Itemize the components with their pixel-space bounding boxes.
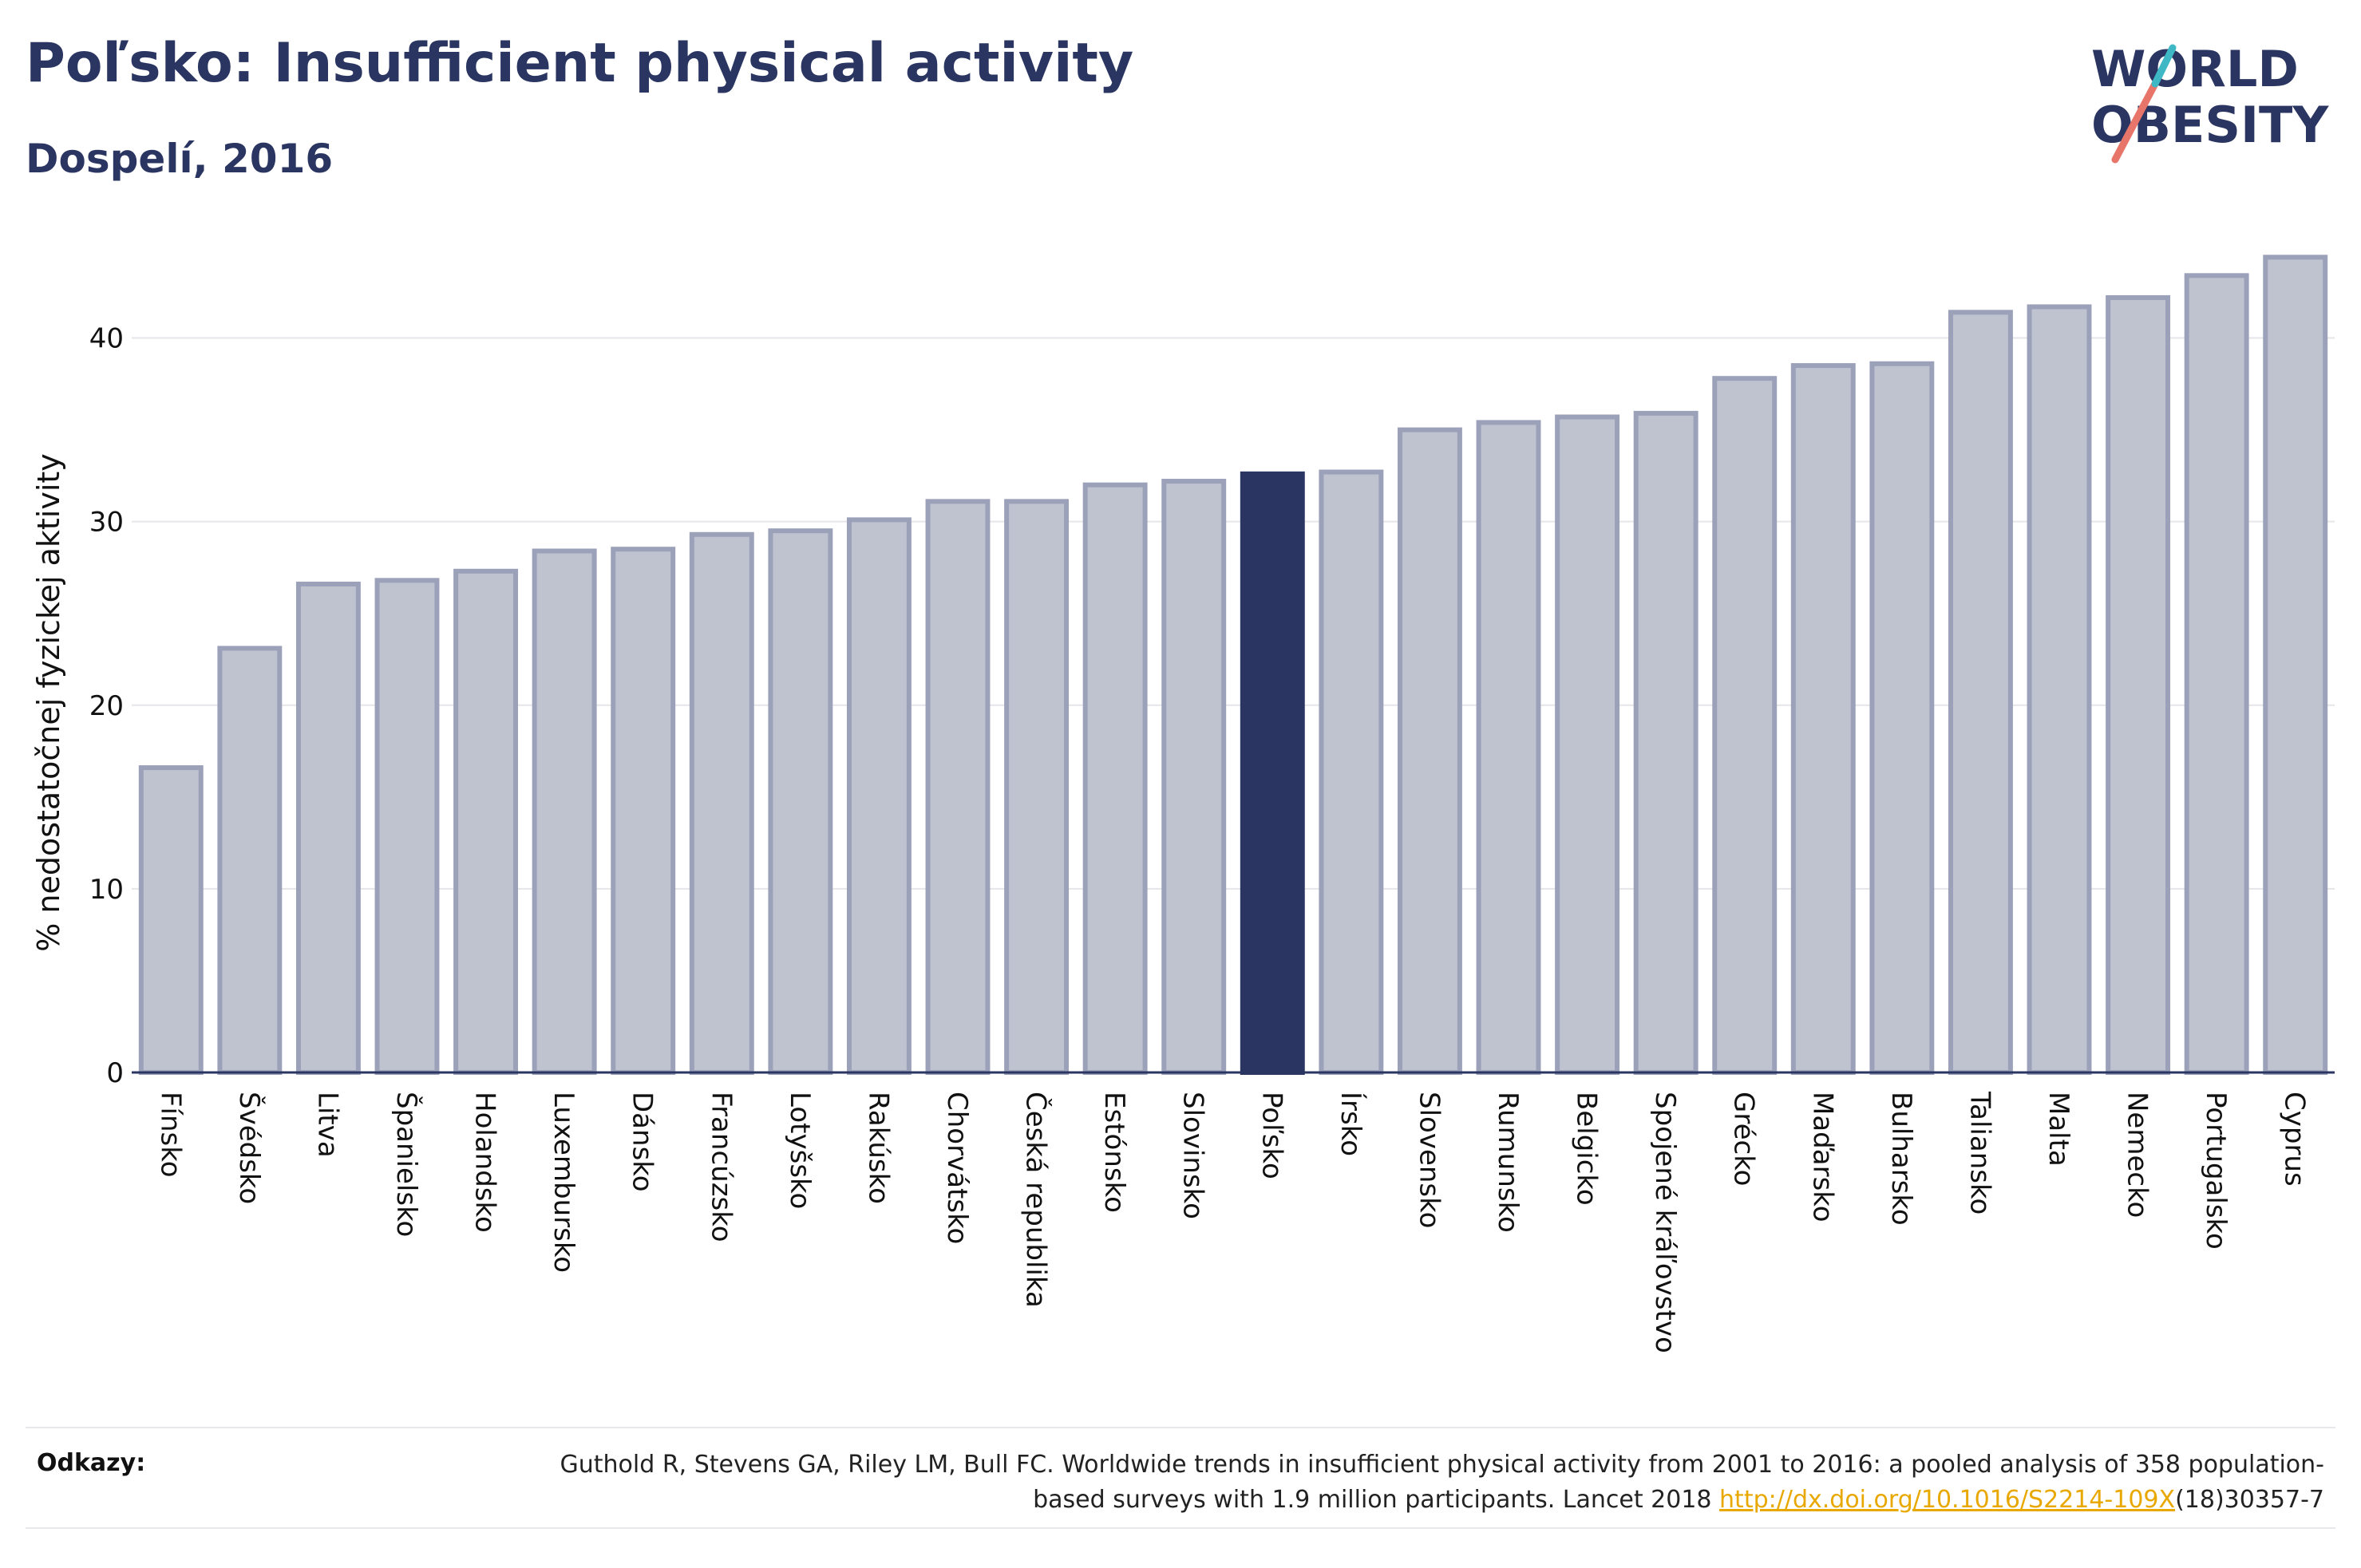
x-tick-label: Česká republika [1020, 1092, 1053, 1308]
y-tick-label: 30 [89, 507, 124, 539]
bar-22 [1869, 361, 1935, 1075]
x-tick-label: Dánsko [627, 1092, 658, 1192]
x-tick-label: Rumunsko [1492, 1092, 1524, 1233]
bar-6 [611, 547, 676, 1075]
x-tick-label: Maďarsko [1806, 1092, 1838, 1222]
x-tick-label: Lotyšsko [784, 1092, 816, 1209]
x-tick-label: Slovensko [1413, 1092, 1445, 1228]
bar-19 [1633, 410, 1699, 1075]
bar-7 [689, 531, 754, 1075]
x-tick-label: Luxembursko [548, 1092, 579, 1273]
y-axis-title: % nedostatočnej fyzickej aktivity [31, 453, 66, 952]
logo-slash-accent-icon [2151, 44, 2177, 88]
bar-13 [1161, 479, 1227, 1075]
x-tick-label: Holandsko [469, 1092, 501, 1233]
x-tick-label: Cyprus [2279, 1092, 2311, 1187]
bar-26 [2184, 273, 2249, 1076]
x-tick-label: Litva [311, 1092, 343, 1158]
bar-12 [1082, 482, 1148, 1075]
bar-20 [1712, 376, 1778, 1075]
world-obesity-logo: WORLD OBESITY [2091, 40, 2329, 164]
x-tick-label: Portugalsko [2200, 1092, 2232, 1250]
x-tick-label: Estónsko [1098, 1092, 1130, 1213]
bar-9 [846, 517, 912, 1076]
bar-11 [1004, 499, 1070, 1076]
x-tick-label: Španielsko [390, 1092, 423, 1237]
bar-10 [925, 499, 991, 1076]
bars [138, 255, 2328, 1076]
chart-title: Poľsko: Insufficient physical activity [26, 32, 1134, 95]
x-tick-label: Spojené kráľovstvo [1649, 1092, 1681, 1353]
y-tick-label: 10 [89, 874, 124, 906]
y-tick-label: 40 [89, 323, 124, 355]
x-tick-label: Fínsko [154, 1092, 186, 1178]
x-axis-labels: Fínsko Švédsko Litva Španielsko Holandsko Lux… [154, 1091, 2310, 1353]
bar-15 [1319, 469, 1384, 1075]
x-tick-label: Belgicko [1571, 1092, 1603, 1206]
bar-3 [374, 578, 440, 1075]
bar-18 [1555, 414, 1620, 1075]
bar-24 [2027, 304, 2092, 1075]
bar-2 [295, 581, 361, 1075]
x-tick-label: Taliansko [1964, 1091, 1995, 1215]
reference-citation-suffix: (18)30357-7 [2175, 1486, 2324, 1514]
x-tick-label: Rakúsko [862, 1092, 894, 1204]
references-section: Odkazy: Guthold R, Stevens GA, Riley LM,… [26, 1427, 2335, 1529]
x-tick-label: Nemecko [2122, 1092, 2153, 1218]
bar-23 [1948, 310, 2013, 1076]
bar-21 [1790, 363, 1856, 1076]
bar-4 [453, 568, 519, 1075]
logo-line2: OBESITY [2091, 96, 2329, 154]
x-tick-label: Poľsko [1256, 1092, 1287, 1179]
bar-chart: 0 10 20 30 40 Fínsko Švédsko Litva Španielsko Ho… [31, 255, 2335, 1353]
x-tick-label: Slovinsko [1177, 1092, 1209, 1219]
bar-25 [2106, 294, 2171, 1075]
x-tick-label: Chorvátsko [941, 1092, 973, 1244]
reference-citation: Guthold R, Stevens GA, Riley LM, Bull FC… [560, 1451, 2324, 1514]
bar-14 [1240, 471, 1305, 1076]
x-tick-label: Švédsko [233, 1092, 266, 1204]
x-tick-label: Írsko [1335, 1092, 1367, 1156]
x-tick-label: Bulharsko [1885, 1092, 1917, 1226]
y-axis-ticks: 0 10 20 30 40 [89, 323, 124, 1089]
x-tick-label: Malta [2043, 1092, 2074, 1167]
x-tick-label: Grécko [1728, 1092, 1760, 1186]
references-label: Odkazy: [37, 1449, 146, 1477]
references-text: Guthold R, Stevens GA, Riley LM, Bull FC… [488, 1448, 2324, 1518]
y-tick-label: 0 [106, 1057, 124, 1089]
bar-0 [138, 765, 204, 1075]
reference-doi-link[interactable]: http://dx.doi.org/10.1016/S2214-109X [1719, 1486, 2176, 1514]
bar-5 [532, 548, 597, 1075]
y-tick-label: 20 [89, 690, 124, 722]
bar-8 [768, 528, 833, 1075]
x-tick-label: Francúzsko [705, 1092, 737, 1242]
chart-subtitle: Dospelí, 2016 [26, 136, 334, 182]
bar-17 [1476, 420, 1541, 1075]
bar-27 [2263, 255, 2328, 1076]
bar-16 [1397, 427, 1462, 1076]
logo-line1: WORLD [2091, 40, 2299, 98]
bar-1 [217, 646, 283, 1075]
logo-slash-icon [2111, 80, 2159, 164]
